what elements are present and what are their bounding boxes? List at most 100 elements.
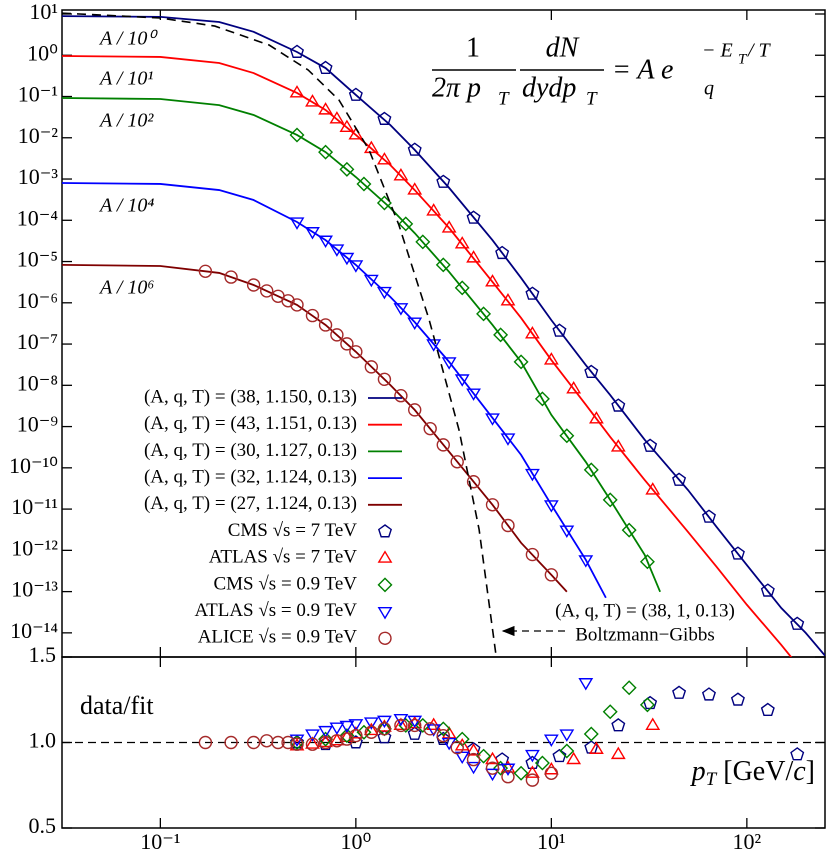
data-point [349, 345, 363, 359]
data-point [476, 306, 492, 322]
data-point [423, 421, 437, 436]
formula-part: q [704, 78, 714, 100]
legend-marker [378, 631, 392, 645]
ratio-point [454, 751, 470, 765]
data-point [289, 217, 305, 230]
data-point [330, 328, 344, 342]
ratio-point [407, 715, 423, 729]
y-tick-label: 10⁻³ [18, 164, 59, 189]
data-point [559, 525, 575, 538]
ratio-point [589, 741, 604, 754]
data-point [525, 468, 540, 482]
ratio-y-tick-label: 0.5 [29, 813, 57, 838]
data-point [525, 326, 540, 339]
legend-marker [377, 607, 393, 620]
formula-part: 1 [466, 32, 480, 63]
formula: 1 2π p T dN dydp T = A e q − E T / T [432, 32, 772, 109]
x-tick-label: 10⁰ [340, 829, 371, 854]
data-point [466, 388, 481, 401]
data-point [645, 482, 661, 495]
ratio-point [525, 773, 540, 787]
ratio-point [701, 687, 716, 701]
ratio-point [485, 761, 500, 775]
data-point [318, 60, 333, 74]
curve-label: A / 10⁰ [98, 28, 158, 50]
ratio-y-tick-label: 1.5 [29, 642, 57, 667]
ratio-point [289, 735, 305, 749]
ratio-point [513, 765, 529, 781]
data-point [407, 317, 423, 331]
x-label-part: p [690, 756, 706, 787]
curve-label: A / 10¹ [98, 68, 153, 90]
data-point [639, 554, 655, 570]
y-tick-label: 10⁻¹² [11, 535, 58, 560]
data-point [466, 250, 481, 263]
bg-label: Boltzmann−Gibbs [575, 624, 715, 645]
ratio-point [466, 761, 481, 775]
data-point [339, 119, 355, 133]
y-tick-label: 10⁰ [27, 40, 58, 65]
ratio-point [544, 766, 559, 780]
data-point [525, 547, 540, 562]
ratio-point [500, 763, 516, 777]
data-point [339, 161, 355, 177]
data-point [407, 182, 423, 195]
data-point [500, 293, 516, 306]
ratio-point [645, 717, 661, 730]
legend-label: ATLAS √s = 0.9 TeV [195, 600, 358, 621]
ratio-point [578, 678, 594, 691]
ratio-point [621, 680, 637, 696]
data-point [426, 203, 442, 216]
ratio-point [339, 728, 355, 744]
legend-label: (A, q, T) = (32, 1.124, 0.13) [144, 466, 357, 487]
formula-part: T [586, 88, 598, 109]
data-point [672, 472, 687, 486]
legend-label: CMS √s = 0.9 TeV [213, 573, 357, 594]
ratio-point [485, 751, 500, 765]
y-tick-label: 10⁻¹³ [11, 577, 58, 602]
ratio-point [559, 743, 575, 759]
data-point [224, 270, 238, 284]
ratio-point [525, 765, 540, 778]
fit-curve [62, 182, 607, 599]
data-point [552, 323, 567, 337]
ratio-point [450, 740, 464, 755]
data-point [377, 286, 392, 300]
data-point [643, 438, 658, 452]
ratio-point [348, 719, 364, 732]
data-point [339, 252, 355, 266]
y-tick-label: 10⁻² [18, 123, 59, 148]
data-point [318, 102, 333, 115]
ratio-point [436, 728, 450, 743]
y-tick-label: 10¹ [29, 0, 58, 24]
ratio-point [485, 768, 500, 782]
ratio-point [305, 729, 320, 742]
ratio-point [525, 755, 540, 769]
data-point [559, 428, 575, 444]
ratio-point [466, 743, 481, 756]
ratio-label: data/fit [80, 691, 154, 720]
formula-part: 2π p [432, 72, 481, 103]
data-point [364, 360, 379, 374]
x-label-part: c [793, 756, 806, 787]
ratio-point [408, 718, 422, 733]
ratio-point [377, 730, 392, 744]
ratio-point [318, 731, 334, 747]
y-tick-label: 10⁻¹⁴ [10, 618, 58, 643]
data-point [407, 142, 422, 156]
data-point [450, 455, 464, 469]
data-point [493, 327, 509, 343]
legend-label: ALICE √s = 0.9 TeV [198, 627, 358, 648]
data-point [495, 245, 510, 260]
data-point [441, 220, 457, 233]
ratio-point [394, 718, 408, 733]
ratio-point [339, 720, 355, 734]
legend-marker [377, 577, 393, 593]
data-point [260, 284, 274, 298]
data-point [393, 168, 409, 181]
bg-params: (A, q, T) = (38, 1, 0.13) [555, 600, 735, 621]
y-tick-label: 10⁻¹⁰ [9, 453, 58, 478]
data-point [544, 568, 559, 582]
data-point [790, 616, 805, 630]
ratio-point [377, 722, 392, 736]
